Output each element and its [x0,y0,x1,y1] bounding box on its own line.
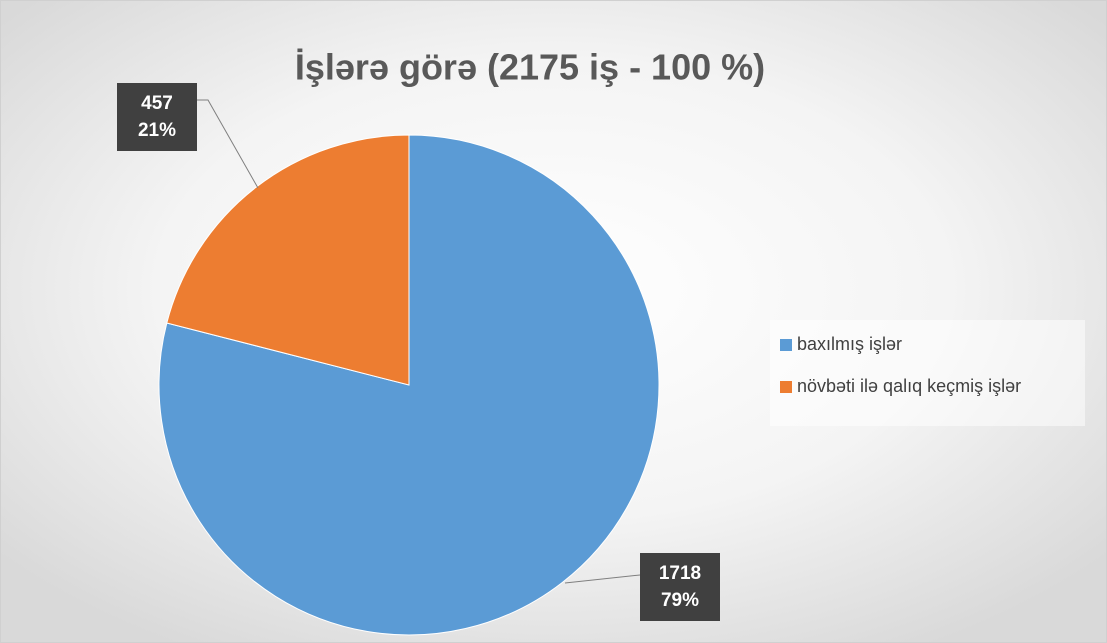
legend-label: növbəti ilə qalıq keçmiş işlər [797,376,1021,396]
legend-swatch [780,381,792,393]
legend-box [770,320,1085,426]
data-label-value: 457 [141,93,173,114]
leader-line [564,574,641,584]
chart-title: İşlərə görə (2175 iş - 100 %) [295,47,765,88]
data-label-percent: 21% [138,120,176,141]
data-label-percent: 79% [661,590,699,611]
data-label-value: 1718 [659,563,701,584]
legend-label: baxılmış işlər [797,334,902,354]
pie-slice [166,134,410,386]
legend-swatch [780,339,792,351]
data-label-box [117,83,197,151]
leader-line [197,99,259,189]
data-label-box [640,553,720,621]
